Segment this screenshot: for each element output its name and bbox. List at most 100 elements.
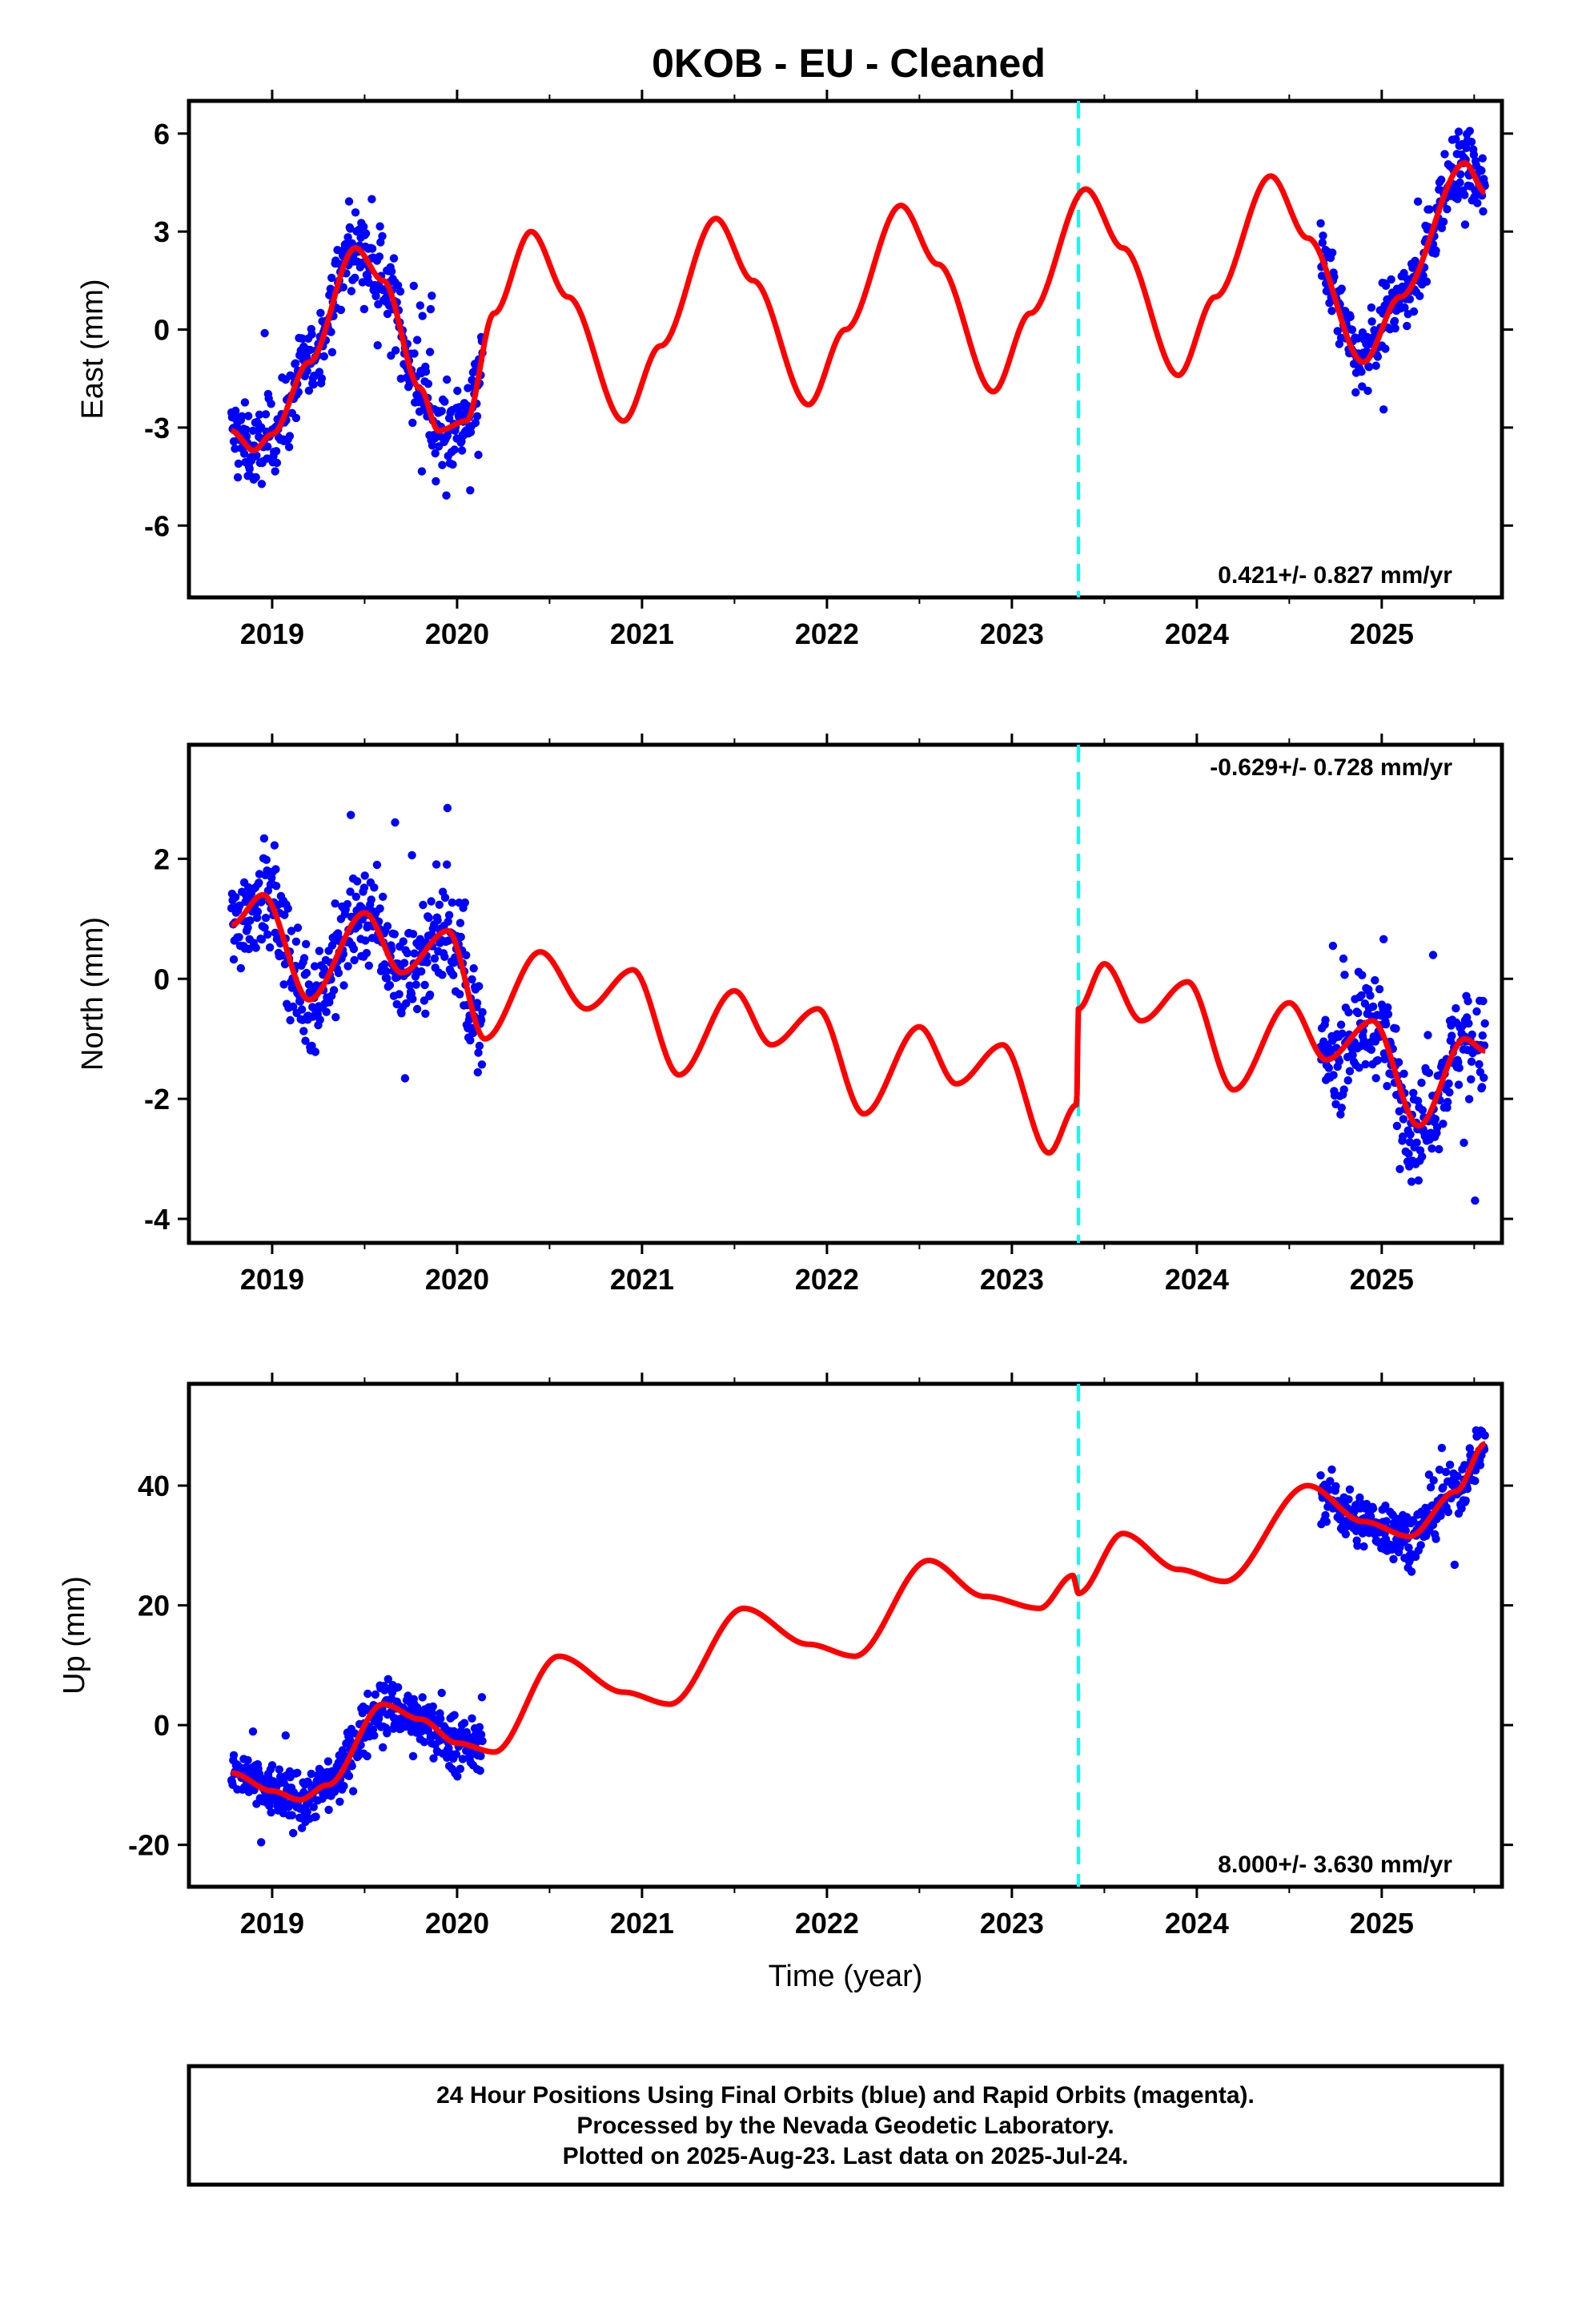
data-point (476, 1766, 484, 1775)
x-tick-label: 2021 (610, 1263, 674, 1296)
data-point (429, 1754, 438, 1763)
data-point (1341, 1530, 1351, 1539)
data-point (1357, 991, 1366, 1000)
x-tick-label: 2024 (1165, 1907, 1229, 1940)
data-point (410, 949, 419, 958)
data-point (272, 458, 282, 468)
data-point (271, 467, 279, 476)
data-point (417, 467, 427, 476)
model-curve (229, 1441, 1488, 1803)
data-point (1395, 1164, 1404, 1174)
data-point (1319, 231, 1327, 240)
data-point (235, 933, 243, 942)
data-point (299, 1027, 308, 1035)
data-point (252, 451, 261, 460)
data-point (322, 1007, 331, 1016)
data-point (359, 304, 369, 314)
data-point (460, 1719, 469, 1727)
data-point (229, 1751, 239, 1759)
data-point (424, 380, 433, 388)
data-point (469, 964, 478, 973)
data-point (1452, 135, 1460, 143)
x-tick-label: 2019 (240, 617, 304, 650)
data-point (297, 1005, 307, 1014)
data-point (408, 930, 418, 939)
data-point (1472, 1007, 1481, 1016)
data-point (298, 334, 307, 343)
data-point (271, 865, 280, 874)
data-point (1404, 1149, 1413, 1158)
data-point (243, 1755, 252, 1765)
data-point (440, 893, 450, 903)
data-point (1471, 1466, 1480, 1475)
data-point (1462, 143, 1471, 152)
data-point (344, 197, 354, 206)
data-point (1371, 975, 1379, 985)
data-point (466, 486, 475, 495)
data-point (360, 871, 369, 880)
data-point (289, 1002, 298, 1011)
data-point (1326, 1477, 1335, 1486)
data-point (304, 386, 314, 395)
data-point (403, 949, 412, 958)
data-point (1333, 327, 1342, 336)
data-point (1351, 388, 1360, 397)
data-point (428, 1709, 437, 1718)
data-point (468, 975, 476, 984)
data-point (1454, 1080, 1464, 1089)
data-point (456, 932, 465, 942)
data-point (293, 923, 303, 932)
data-point (450, 1711, 459, 1719)
data-point (1467, 138, 1476, 147)
x-tick-label: 2025 (1350, 1907, 1414, 1940)
data-point (1480, 1431, 1489, 1440)
data-point (367, 895, 375, 904)
data-point (1367, 317, 1376, 326)
data-point (1331, 1482, 1340, 1491)
data-point (1440, 150, 1449, 159)
data-point (363, 1689, 372, 1699)
data-point (351, 208, 360, 217)
data-point (453, 1772, 462, 1781)
x-tick-label: 2023 (980, 617, 1044, 650)
data-point (1480, 1019, 1489, 1028)
data-point (444, 911, 454, 919)
data-point (253, 907, 263, 916)
data-point (1463, 1485, 1472, 1494)
data-point (317, 374, 327, 383)
plot-frame (187, 742, 1504, 1245)
data-point (302, 939, 311, 949)
data-point (416, 301, 424, 310)
data-point (1460, 220, 1470, 229)
data-point (283, 904, 292, 913)
data-point (233, 472, 243, 482)
data-point (1439, 1120, 1447, 1128)
data-point (423, 958, 432, 967)
data-point (1475, 1059, 1484, 1069)
data-point (393, 1683, 403, 1692)
data-point (466, 1035, 475, 1045)
data-point (1479, 207, 1488, 216)
data-point (1316, 219, 1325, 228)
data-point (1435, 1144, 1443, 1154)
data-point (400, 959, 409, 967)
data-point (257, 1838, 266, 1847)
data-point (1418, 1106, 1427, 1115)
data-point (1399, 1069, 1408, 1079)
data-point (427, 897, 436, 906)
data-point (383, 974, 391, 983)
data-point (351, 273, 359, 283)
data-point (265, 943, 275, 952)
data-point (297, 1823, 307, 1832)
data-point (1335, 1057, 1344, 1066)
data-point (280, 911, 289, 919)
data-point (475, 982, 484, 991)
x-tick-label: 2025 (1350, 1263, 1414, 1296)
data-point (1425, 205, 1434, 214)
data-point (1439, 1483, 1447, 1492)
data-point (1379, 935, 1388, 944)
data-point (472, 412, 482, 420)
data-point (1437, 175, 1446, 184)
data-point (448, 898, 456, 907)
data-point (359, 222, 368, 231)
